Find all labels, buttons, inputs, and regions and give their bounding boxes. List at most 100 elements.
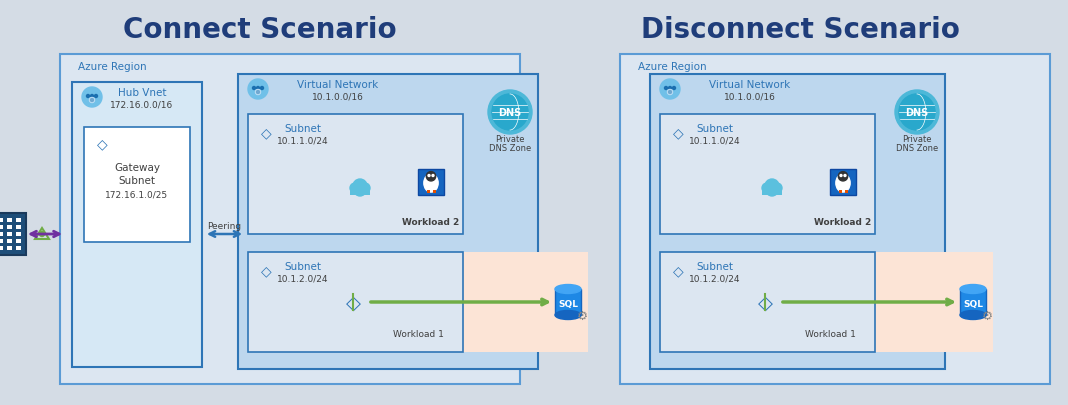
Text: Gateway: Gateway: [114, 162, 160, 173]
Circle shape: [90, 98, 94, 103]
Bar: [838, 190, 842, 193]
Circle shape: [261, 87, 264, 90]
Circle shape: [844, 175, 846, 177]
Circle shape: [761, 183, 772, 194]
Text: Subnet: Subnet: [119, 175, 156, 185]
Text: Workload 1: Workload 1: [804, 330, 855, 339]
Bar: [810, 115, 875, 234]
Text: Virtual Network: Virtual Network: [297, 80, 379, 90]
Text: ◇: ◇: [261, 263, 271, 277]
Circle shape: [673, 87, 675, 90]
Text: SQL: SQL: [557, 300, 578, 309]
Bar: [16, 246, 21, 250]
Circle shape: [256, 91, 260, 94]
Bar: [238, 75, 538, 369]
Text: Azure Region: Azure Region: [638, 62, 706, 72]
Bar: [16, 239, 21, 243]
Ellipse shape: [960, 311, 986, 320]
Bar: [0, 246, 3, 250]
Text: DNS: DNS: [499, 108, 521, 118]
Text: Disconnect Scenario: Disconnect Scenario: [641, 16, 959, 44]
Text: Private: Private: [496, 135, 524, 144]
Text: Workload 1: Workload 1: [393, 330, 443, 339]
Circle shape: [82, 88, 103, 108]
Circle shape: [252, 87, 255, 90]
Bar: [248, 252, 464, 352]
Text: 172.16.1.0/25: 172.16.1.0/25: [106, 190, 169, 199]
Bar: [0, 232, 3, 237]
Bar: [660, 252, 875, 352]
Bar: [16, 232, 21, 237]
Text: Subnet: Subnet: [696, 261, 734, 271]
Circle shape: [841, 175, 842, 177]
Text: ◇: ◇: [673, 263, 684, 277]
Bar: [7, 226, 12, 230]
Circle shape: [899, 95, 936, 131]
Circle shape: [350, 183, 360, 194]
Text: 10.1.1.0/24: 10.1.1.0/24: [689, 136, 741, 145]
Text: Peering: Peering: [207, 222, 241, 231]
Circle shape: [772, 183, 782, 194]
Circle shape: [660, 80, 680, 100]
Circle shape: [488, 91, 532, 135]
Circle shape: [895, 91, 939, 135]
Bar: [555, 289, 581, 315]
Bar: [7, 246, 12, 250]
Text: Virtual Network: Virtual Network: [709, 80, 790, 90]
Text: Workload 2: Workload 2: [815, 218, 871, 227]
Text: ◇: ◇: [97, 136, 107, 151]
Bar: [60, 55, 520, 384]
Bar: [16, 218, 21, 222]
Text: Hub Vnet: Hub Vnet: [117, 88, 167, 98]
Bar: [732, 252, 993, 352]
Circle shape: [669, 87, 672, 90]
Text: Subnet: Subnet: [696, 124, 734, 134]
Text: DNS Zone: DNS Zone: [896, 144, 938, 153]
Bar: [621, 55, 1050, 384]
Text: DNS: DNS: [906, 108, 928, 118]
Text: 10.1.0.0/16: 10.1.0.0/16: [724, 92, 776, 101]
Bar: [418, 170, 444, 196]
Text: ⚙: ⚙: [981, 309, 992, 322]
Bar: [7, 232, 12, 237]
Circle shape: [87, 95, 90, 98]
Text: ◇: ◇: [673, 126, 684, 140]
Bar: [328, 115, 398, 234]
Bar: [84, 128, 190, 243]
Bar: [0, 239, 3, 243]
Circle shape: [94, 95, 97, 98]
Circle shape: [40, 232, 45, 237]
Circle shape: [669, 91, 672, 94]
Circle shape: [354, 185, 366, 196]
Bar: [845, 190, 848, 193]
Bar: [248, 115, 464, 234]
Ellipse shape: [555, 285, 581, 294]
Circle shape: [838, 172, 848, 181]
Circle shape: [256, 87, 260, 90]
Text: Connect Scenario: Connect Scenario: [123, 16, 397, 44]
Text: DNS Zone: DNS Zone: [489, 144, 531, 153]
Text: 10.1.0.0/16: 10.1.0.0/16: [312, 92, 364, 101]
Text: 10.1.2.0/24: 10.1.2.0/24: [278, 274, 329, 283]
Text: Azure Region: Azure Region: [78, 62, 146, 72]
Circle shape: [492, 95, 528, 131]
Text: 10.1.2.0/24: 10.1.2.0/24: [689, 274, 741, 283]
Text: 172.16.0.0/16: 172.16.0.0/16: [110, 100, 174, 109]
Bar: [433, 190, 436, 193]
Circle shape: [91, 95, 94, 98]
Circle shape: [426, 172, 436, 181]
Circle shape: [765, 179, 779, 194]
Circle shape: [91, 99, 94, 102]
Text: ⚙: ⚙: [577, 309, 587, 322]
Bar: [72, 83, 202, 367]
Bar: [960, 289, 986, 315]
Circle shape: [664, 87, 668, 90]
Ellipse shape: [836, 175, 850, 193]
Bar: [398, 115, 464, 234]
Text: ◇: ◇: [261, 126, 271, 140]
Bar: [660, 115, 875, 234]
Circle shape: [428, 175, 430, 177]
Text: Workload 2: Workload 2: [403, 218, 459, 227]
Text: Subnet: Subnet: [284, 124, 321, 134]
Circle shape: [766, 185, 778, 196]
